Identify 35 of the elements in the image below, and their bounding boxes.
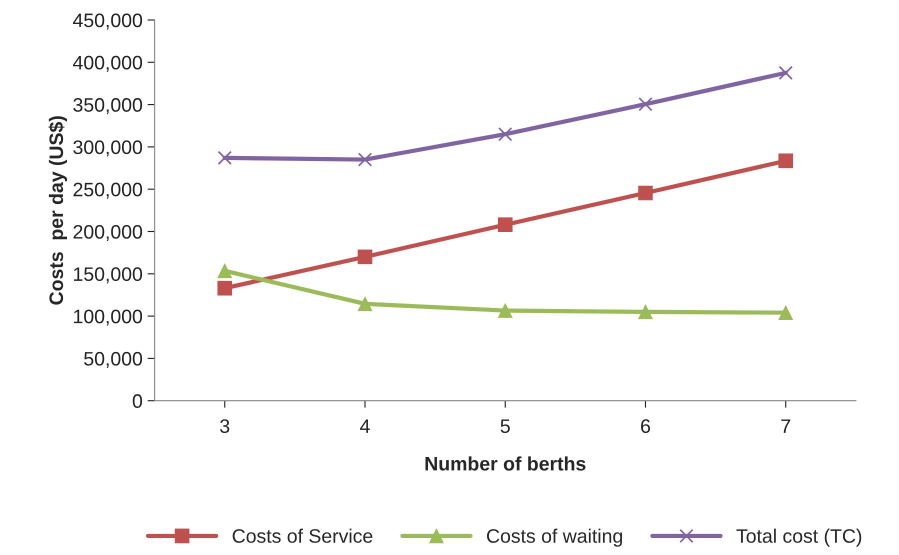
y-axis-title: Costs per day (US$) xyxy=(48,116,67,305)
y-tick-label: 450,000 xyxy=(72,13,142,30)
point xyxy=(498,217,513,232)
x-tick-label: 3 xyxy=(220,419,230,434)
x-tick-label: 4 xyxy=(360,419,370,433)
point xyxy=(778,305,794,320)
y-tick-label: 50,000 xyxy=(84,352,142,368)
y-tick-label: 400,000 xyxy=(72,56,142,72)
x-tick-label: 5 xyxy=(500,419,510,434)
point xyxy=(778,66,793,80)
point xyxy=(217,280,232,296)
legend-label: Total cost (TC) xyxy=(736,528,862,547)
point xyxy=(638,97,653,112)
legend-label: Costs of Service xyxy=(232,528,372,543)
point xyxy=(217,264,232,278)
point xyxy=(498,127,512,142)
y-tick-label: 0 xyxy=(132,394,142,408)
y-tick-label: 350,000 xyxy=(73,98,142,114)
y-tick-label: 100,000 xyxy=(74,310,142,326)
x-tick-label: 7 xyxy=(781,419,790,433)
point xyxy=(638,304,653,320)
y-tick-label: 200,000 xyxy=(74,224,142,242)
point xyxy=(358,250,372,264)
point xyxy=(358,296,372,312)
point xyxy=(778,154,794,168)
x-axis-title: Number of berths xyxy=(426,456,586,471)
point xyxy=(498,303,513,318)
point xyxy=(218,150,232,165)
point xyxy=(358,152,372,167)
y-tick-label: 300,000 xyxy=(73,140,142,156)
y-tick-label: 150,000 xyxy=(74,267,142,284)
legend-label: Costs of waiting xyxy=(486,528,622,547)
y-tick-label: 250,000 xyxy=(74,182,142,199)
point xyxy=(638,186,653,200)
x-tick-label: 6 xyxy=(641,419,650,434)
